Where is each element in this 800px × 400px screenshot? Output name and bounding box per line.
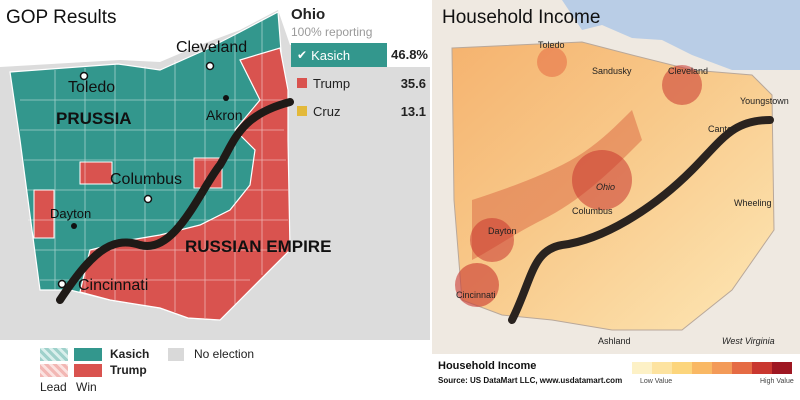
scale-high-label: High Value xyxy=(760,378,794,385)
label-wheeling: Wheeling xyxy=(734,198,772,208)
map-legend: Kasich No election Trump Lead Win xyxy=(0,340,430,400)
cincinnati-income-cluster xyxy=(455,263,499,307)
label-russian-empire: RUSSIAN EMPIRE xyxy=(185,237,331,256)
label-prussia: PRUSSIA xyxy=(56,109,132,128)
income-color-scale xyxy=(632,362,792,374)
label-toledo-right: Toledo xyxy=(538,40,565,50)
footer-heading: Household Income xyxy=(438,360,537,372)
label-dayton-right: Dayton xyxy=(488,226,517,236)
candidate-name: Cruz xyxy=(313,103,341,119)
income-footer: Household Income Source: US DataMart LLC… xyxy=(432,354,800,400)
label-canton: Canton xyxy=(708,124,737,134)
label-ashland: Ashland xyxy=(598,336,631,346)
candidate-percent: 13.1 xyxy=(400,103,426,119)
label-cleveland: Cleveland xyxy=(176,39,247,56)
label-cincinnati: Cincinnati xyxy=(78,277,148,294)
legend-lead: Lead xyxy=(40,380,67,394)
scale-step xyxy=(772,362,792,374)
household-income-map: Toledo Sandusky Cleveland Youngstown Can… xyxy=(432,0,800,354)
check-icon: ✔ xyxy=(297,48,308,62)
scale-step xyxy=(732,362,752,374)
label-dayton: Dayton xyxy=(50,206,91,221)
gop-results-title: GOP Results xyxy=(6,7,117,28)
household-income-panel: Toledo Sandusky Cleveland Youngstown Can… xyxy=(432,0,800,400)
cruz-swatch xyxy=(297,106,307,116)
label-toledo: Toledo xyxy=(68,79,115,96)
ohio-trump-area xyxy=(79,47,291,321)
results-state: Ohio xyxy=(291,6,326,23)
dividing-line xyxy=(508,116,774,324)
kasich-win-swatch xyxy=(74,348,102,361)
candidate-name: Kasich xyxy=(311,47,351,63)
legend-kasich: Kasich xyxy=(110,347,150,361)
results-box: Ohio 100% reporting ✔ Kasich 46.8% Trump… xyxy=(291,6,430,123)
label-cincinnati-right: Cincinnati xyxy=(456,290,496,300)
label-west-virginia: West Virginia xyxy=(722,336,775,346)
dividing-line xyxy=(56,98,294,304)
city-dot-akron xyxy=(223,95,229,101)
lake-erie-blue xyxy=(562,0,800,70)
trump-county xyxy=(79,161,113,185)
footer-source: Source: US DataMart LLC, www.usdatamart.… xyxy=(438,376,623,385)
candidate-row-trump[interactable]: Trump 35.6 xyxy=(291,71,430,95)
scale-step xyxy=(752,362,772,374)
lake-erie xyxy=(0,0,430,67)
high-income-band xyxy=(472,110,642,260)
toledo-income-cluster xyxy=(537,47,567,77)
label-columbus-right: Columbus xyxy=(572,206,613,216)
no-election-swatch xyxy=(168,348,184,361)
label-youngstown: Youngstown xyxy=(740,96,789,106)
candidate-name: Trump xyxy=(313,75,351,91)
cleveland-income-cluster xyxy=(662,65,702,105)
scale-step xyxy=(672,362,692,374)
legend-no-election: No election xyxy=(194,347,255,361)
scale-step xyxy=(632,362,652,374)
trump-lead-swatch xyxy=(40,364,68,377)
county-grid xyxy=(20,20,288,318)
scale-low-label: Low Value xyxy=(640,378,673,385)
columbus-income-cluster xyxy=(572,150,632,210)
label-ohio: Ohio xyxy=(596,182,615,192)
city-dot-toledo xyxy=(79,71,89,81)
city-dot-columbus xyxy=(143,194,153,204)
legend-trump: Trump xyxy=(110,363,147,377)
label-cleveland-right: Cleveland xyxy=(668,66,708,76)
candidate-row-cruz[interactable]: Cruz 13.1 xyxy=(291,99,430,123)
household-income-title: Household Income xyxy=(442,7,601,28)
trump-win-swatch xyxy=(74,364,102,377)
candidate-percent: 35.6 xyxy=(400,75,426,91)
gop-results-panel: Cleveland Toledo Akron Columbus Dayton C… xyxy=(0,0,430,400)
trump-swatch xyxy=(297,78,307,88)
legend-win: Win xyxy=(76,380,97,394)
candidate-percent: 46.8% xyxy=(387,43,430,67)
scale-step xyxy=(692,362,712,374)
city-dot-dayton xyxy=(71,223,77,229)
reporting-status: 100% reporting xyxy=(291,25,373,39)
label-akron: Akron xyxy=(206,107,243,123)
scale-step xyxy=(712,362,732,374)
scale-step xyxy=(652,362,672,374)
panel-divider xyxy=(430,0,432,400)
candidate-row-kasich[interactable]: ✔ Kasich 46.8% xyxy=(291,43,430,67)
label-sandusky: Sandusky xyxy=(592,66,632,76)
dayton-income-cluster xyxy=(470,218,514,262)
city-dot-cleveland xyxy=(205,61,215,71)
city-dot-cincinnati xyxy=(57,279,67,289)
kasich-lead-swatch xyxy=(40,348,68,361)
label-columbus: Columbus xyxy=(110,171,182,188)
